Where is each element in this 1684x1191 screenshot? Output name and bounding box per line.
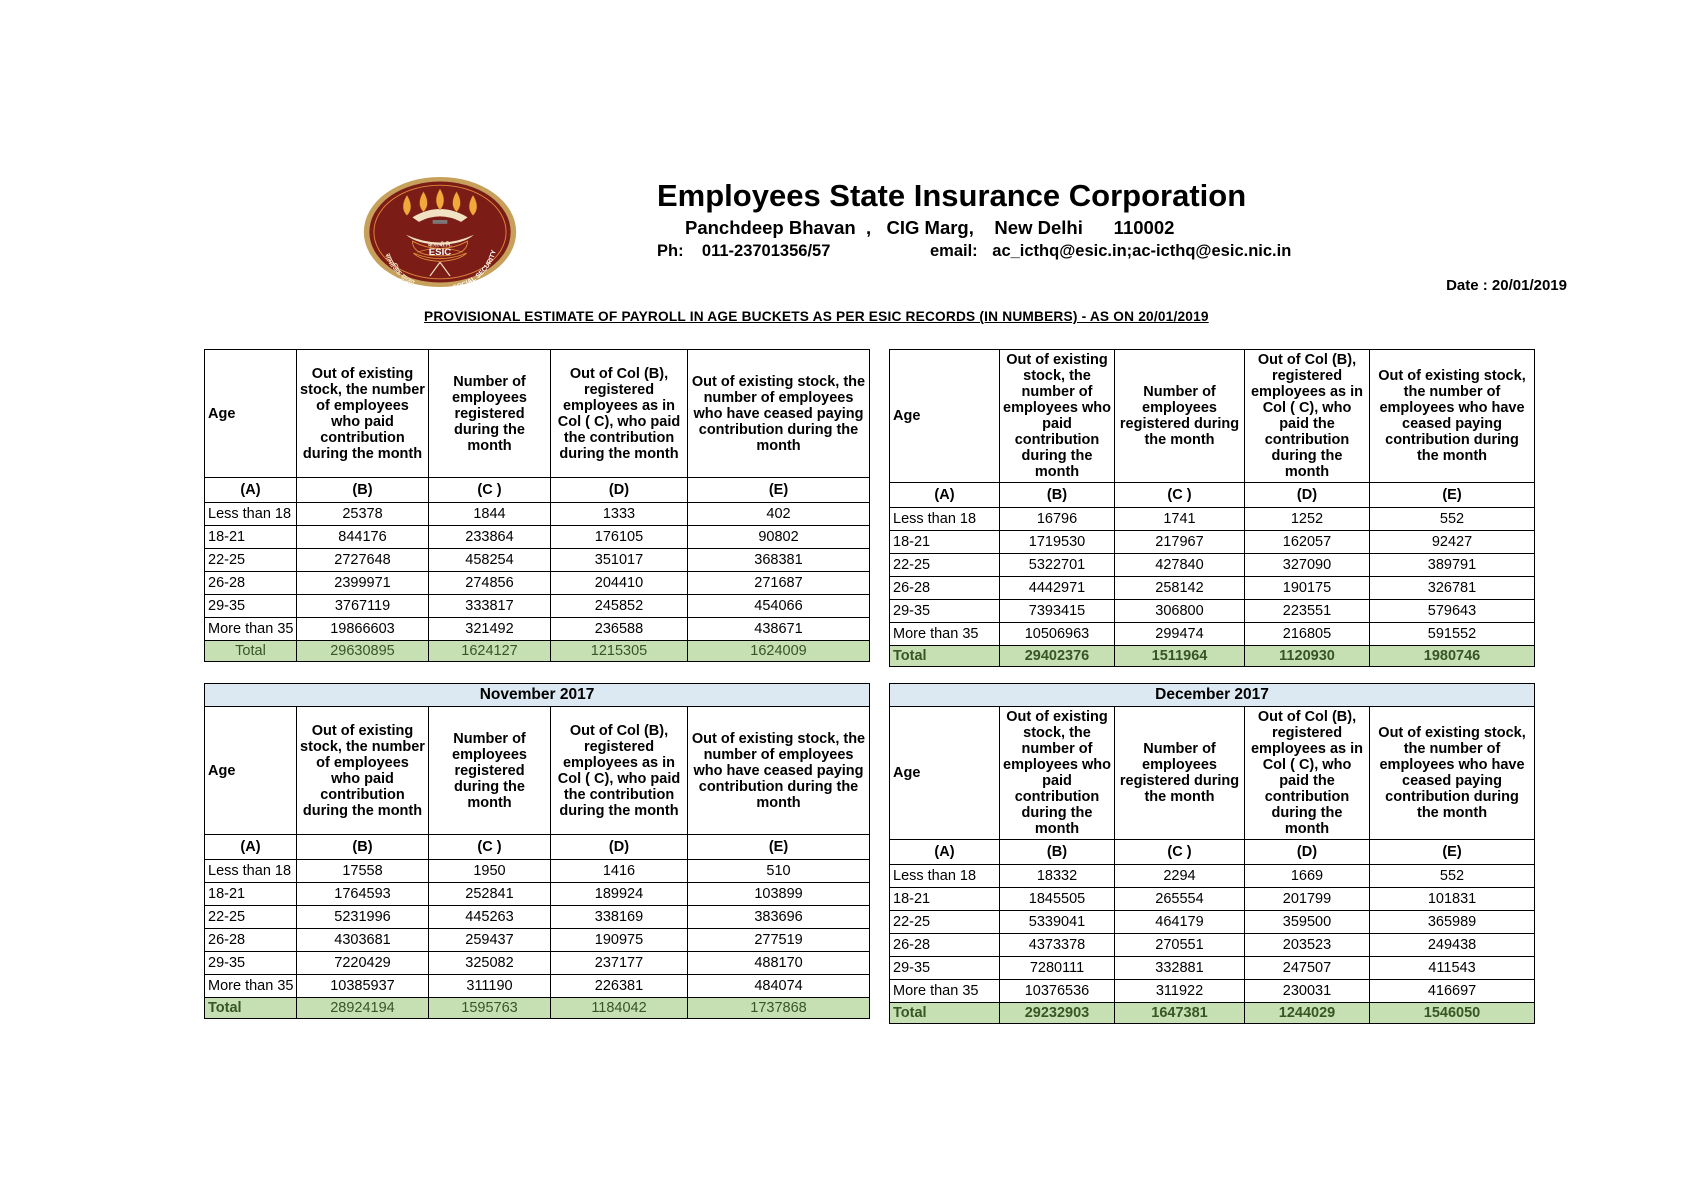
svg-text:ESIC: ESIC [429,247,452,258]
